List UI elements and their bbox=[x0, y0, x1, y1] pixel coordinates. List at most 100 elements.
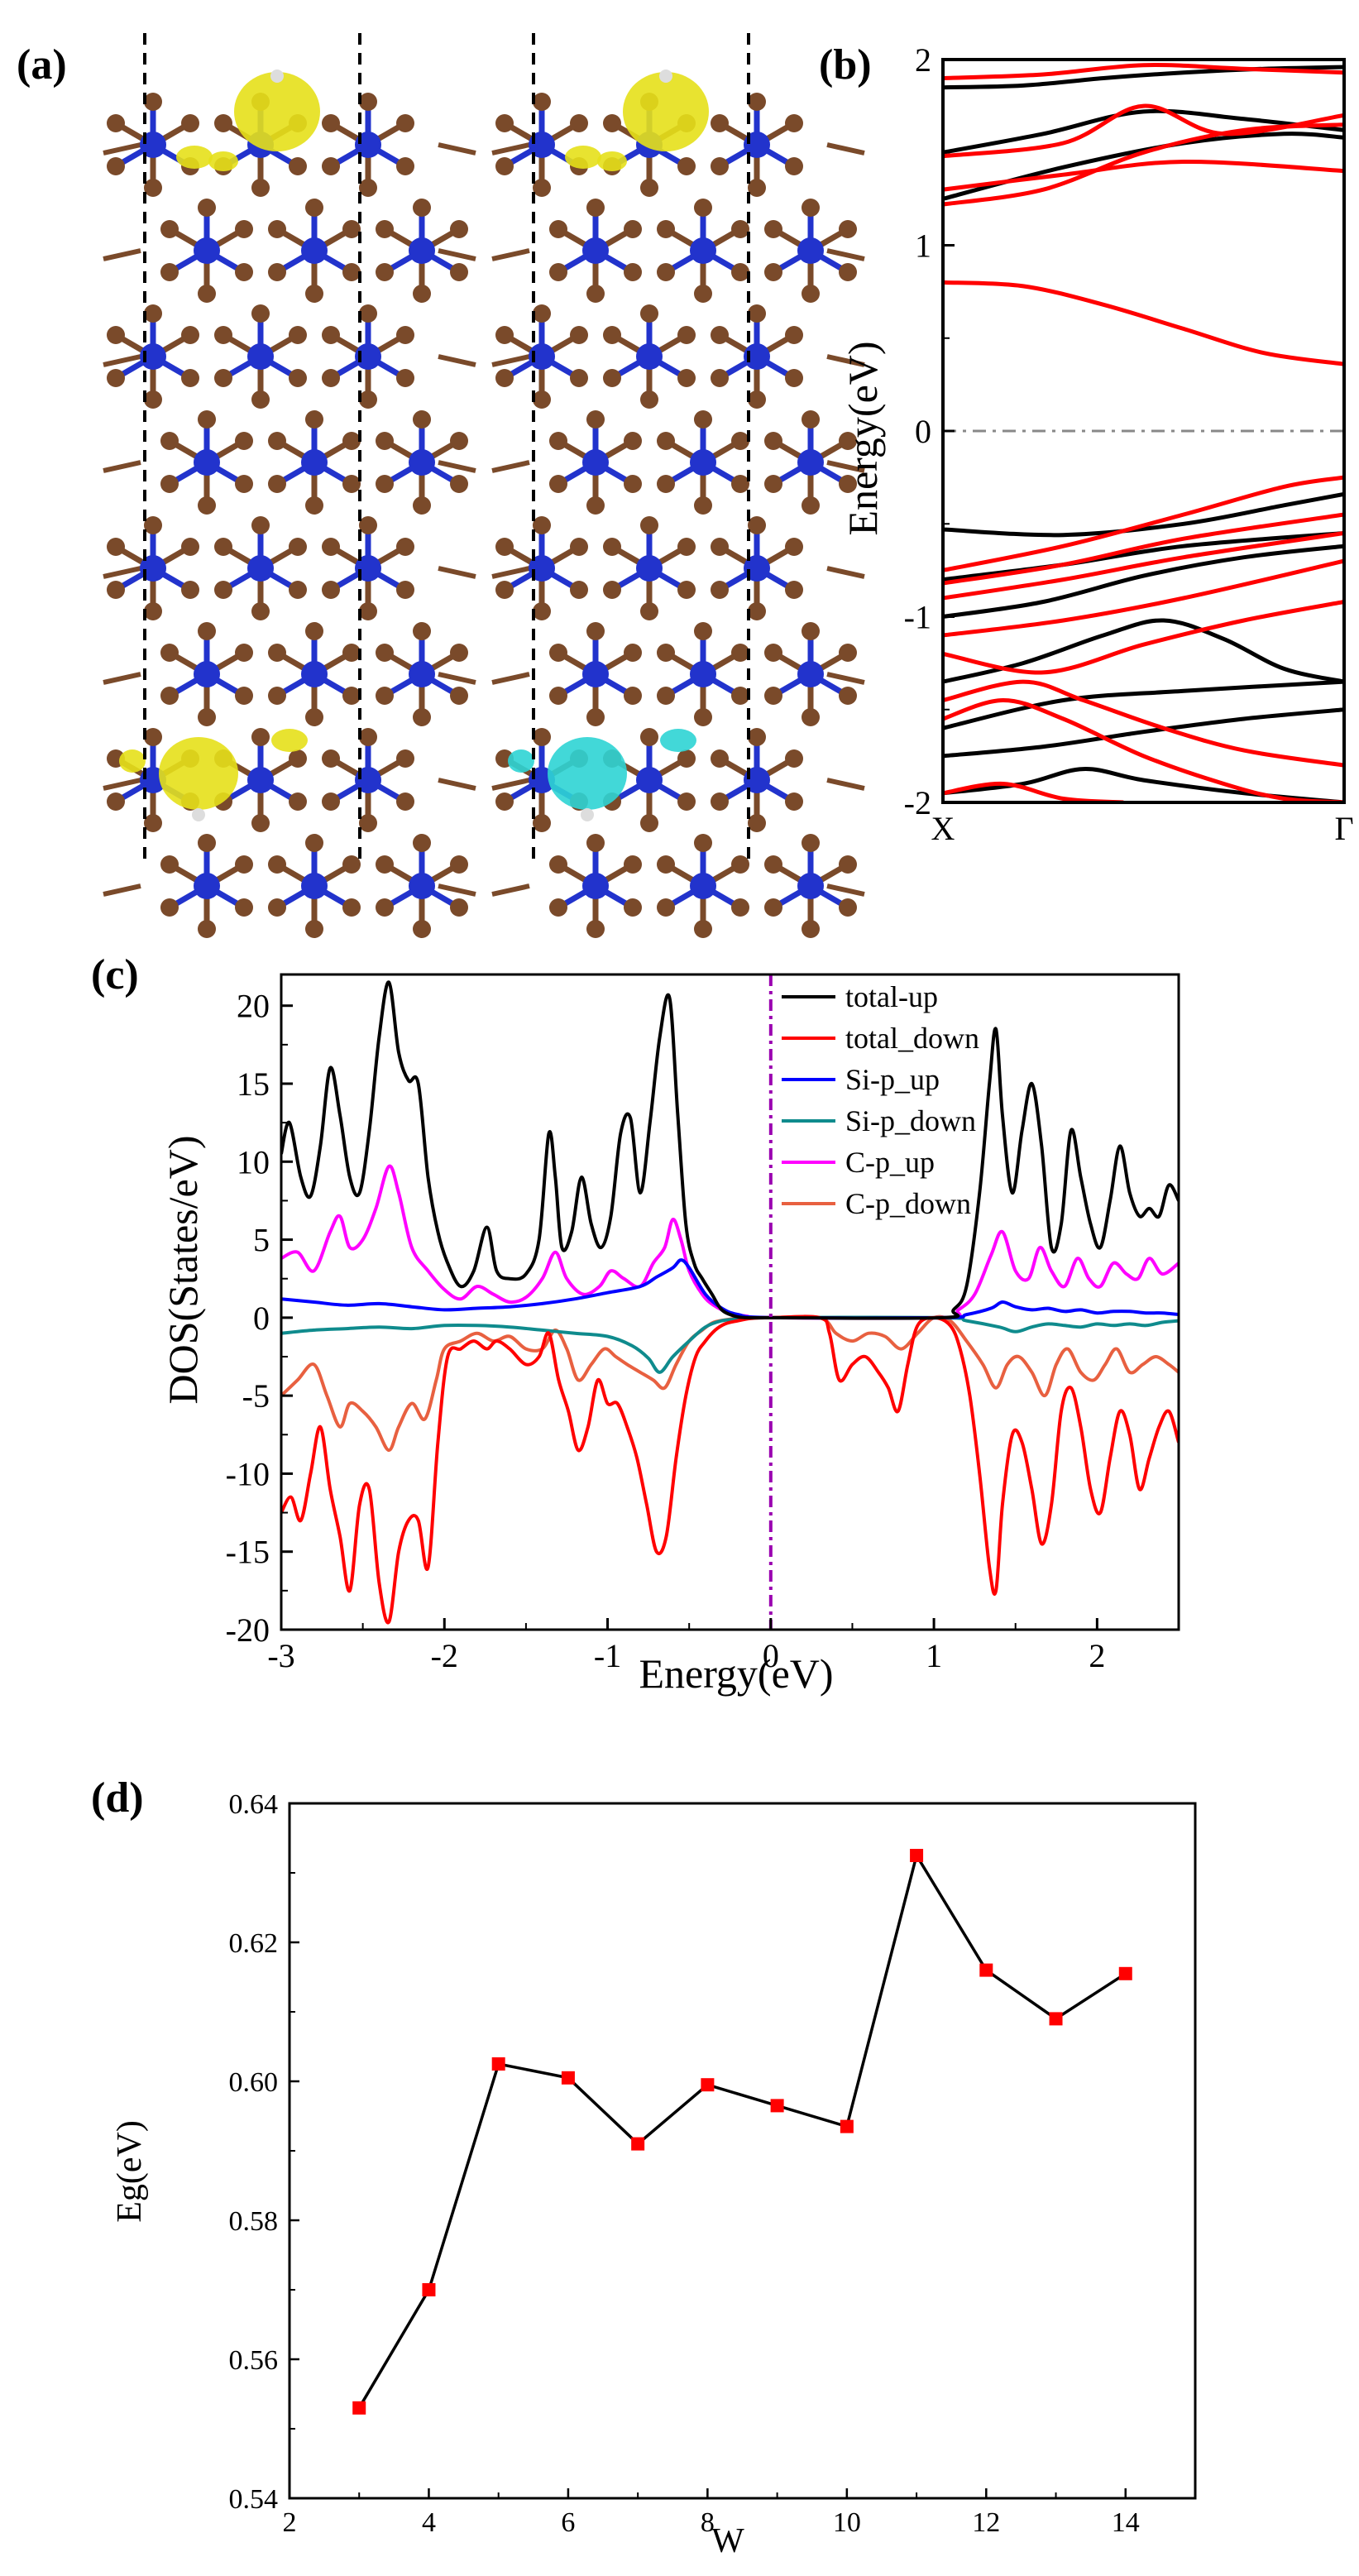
carbon-atom bbox=[107, 157, 125, 175]
carbon-atom bbox=[107, 114, 125, 132]
carbon-atom bbox=[657, 687, 675, 705]
carbon-atom bbox=[396, 792, 414, 811]
carbon-atom bbox=[359, 304, 377, 323]
carbon-atom bbox=[549, 644, 567, 662]
edge-bond bbox=[491, 460, 530, 473]
band-ytick-label: 1 bbox=[915, 227, 931, 265]
carbon-atom bbox=[748, 390, 766, 409]
dos-curve bbox=[281, 980, 1179, 1320]
carbon-atom bbox=[268, 475, 286, 493]
carbon-atom bbox=[322, 369, 340, 387]
carbon-atom bbox=[413, 920, 431, 938]
band-lines bbox=[943, 63, 1344, 802]
carbon-atom bbox=[235, 687, 253, 705]
carbon-atom bbox=[376, 475, 394, 493]
carbon-atom bbox=[305, 285, 323, 303]
carbon-atom bbox=[533, 304, 551, 323]
carbon-atom bbox=[549, 898, 567, 917]
dos-ytick-label: -15 bbox=[226, 1534, 270, 1571]
carbon-atom bbox=[495, 326, 514, 344]
carbon-atom bbox=[144, 814, 162, 832]
edge-bond bbox=[826, 142, 865, 156]
carbon-atom bbox=[235, 475, 253, 493]
dos-frame bbox=[280, 973, 1180, 1631]
carbon-atom bbox=[657, 898, 675, 917]
dos-curve bbox=[281, 1258, 1179, 1320]
carbon-atom bbox=[359, 93, 377, 111]
carbon-atom bbox=[450, 220, 468, 238]
carbon-atom bbox=[802, 622, 820, 640]
carbon-atom bbox=[359, 814, 377, 832]
legend-entry: Si-p_up bbox=[845, 1063, 940, 1096]
carbon-atom bbox=[764, 855, 782, 874]
edge-bond bbox=[103, 354, 141, 367]
carbon-atom bbox=[396, 326, 414, 344]
dos-xlabel: Energy(eV) bbox=[639, 1650, 833, 1697]
carbon-atom bbox=[711, 792, 729, 811]
edge-bond bbox=[826, 566, 865, 579]
carbon-atom bbox=[586, 496, 605, 515]
silicon-atom bbox=[582, 873, 609, 899]
silicon-atom bbox=[301, 873, 328, 899]
carbon-atom bbox=[413, 199, 431, 217]
carbon-atom bbox=[586, 708, 605, 726]
dos-curve bbox=[281, 1164, 1179, 1320]
carbon-atom bbox=[586, 920, 605, 938]
band-curve bbox=[943, 697, 1344, 802]
carbon-atom bbox=[235, 855, 253, 874]
carbon-atom bbox=[495, 792, 514, 811]
carbon-atom bbox=[624, 855, 642, 874]
carbon-atom bbox=[359, 390, 377, 409]
carbon-atom bbox=[450, 432, 468, 450]
carbon-atom bbox=[694, 285, 712, 303]
carbon-atom bbox=[603, 326, 621, 344]
dos-xtick-label: 0 bbox=[763, 1637, 779, 1674]
carbon-atom bbox=[764, 432, 782, 450]
panel-a-structures bbox=[103, 33, 865, 938]
carbon-atom bbox=[640, 390, 658, 409]
carbon-atom bbox=[785, 538, 803, 556]
carbon-atom bbox=[640, 516, 658, 534]
silicon-atom bbox=[690, 237, 716, 264]
carbon-atom bbox=[731, 687, 749, 705]
carbon-atom bbox=[214, 114, 232, 132]
silicon-atom bbox=[409, 237, 435, 264]
gap-xlabel: W bbox=[711, 2522, 744, 2560]
silicon-atom bbox=[247, 343, 274, 370]
carbon-atom bbox=[251, 728, 270, 746]
edge-bond bbox=[826, 354, 865, 367]
carbon-atom bbox=[322, 114, 340, 132]
carbon-atom bbox=[839, 855, 857, 874]
carbon-atom bbox=[160, 855, 179, 874]
carbon-atom bbox=[839, 898, 857, 917]
carbon-atom bbox=[748, 304, 766, 323]
carbon-atom bbox=[235, 898, 253, 917]
dos-ytick-label: -10 bbox=[226, 1455, 270, 1492]
carbon-atom bbox=[289, 369, 307, 387]
carbon-atom bbox=[677, 749, 696, 768]
silicon-atom bbox=[636, 555, 663, 582]
spin-density-lobe-small bbox=[271, 729, 308, 752]
gap-xtick-label: 4 bbox=[422, 2507, 436, 2538]
dos-ytick-label: 0 bbox=[253, 1300, 270, 1337]
hydrogen-atom bbox=[192, 808, 205, 821]
silicon-atom bbox=[194, 237, 220, 264]
carbon-atom bbox=[533, 602, 551, 620]
carbon-atom bbox=[640, 728, 658, 746]
carbon-atom bbox=[570, 369, 588, 387]
edge-bond bbox=[826, 248, 865, 261]
carbon-atom bbox=[396, 157, 414, 175]
carbon-atom bbox=[549, 687, 567, 705]
gap-data-point bbox=[422, 2283, 436, 2296]
carbon-atom bbox=[570, 538, 588, 556]
silicon-atom bbox=[797, 449, 824, 476]
carbon-atom bbox=[549, 263, 567, 281]
carbon-atom bbox=[624, 898, 642, 917]
carbon-atom bbox=[802, 199, 820, 217]
carbon-atom bbox=[160, 220, 179, 238]
carbon-atom bbox=[764, 220, 782, 238]
silicon-atom bbox=[301, 661, 328, 687]
carbon-atom bbox=[802, 285, 820, 303]
band-curve bbox=[943, 103, 1344, 159]
carbon-atom bbox=[289, 538, 307, 556]
